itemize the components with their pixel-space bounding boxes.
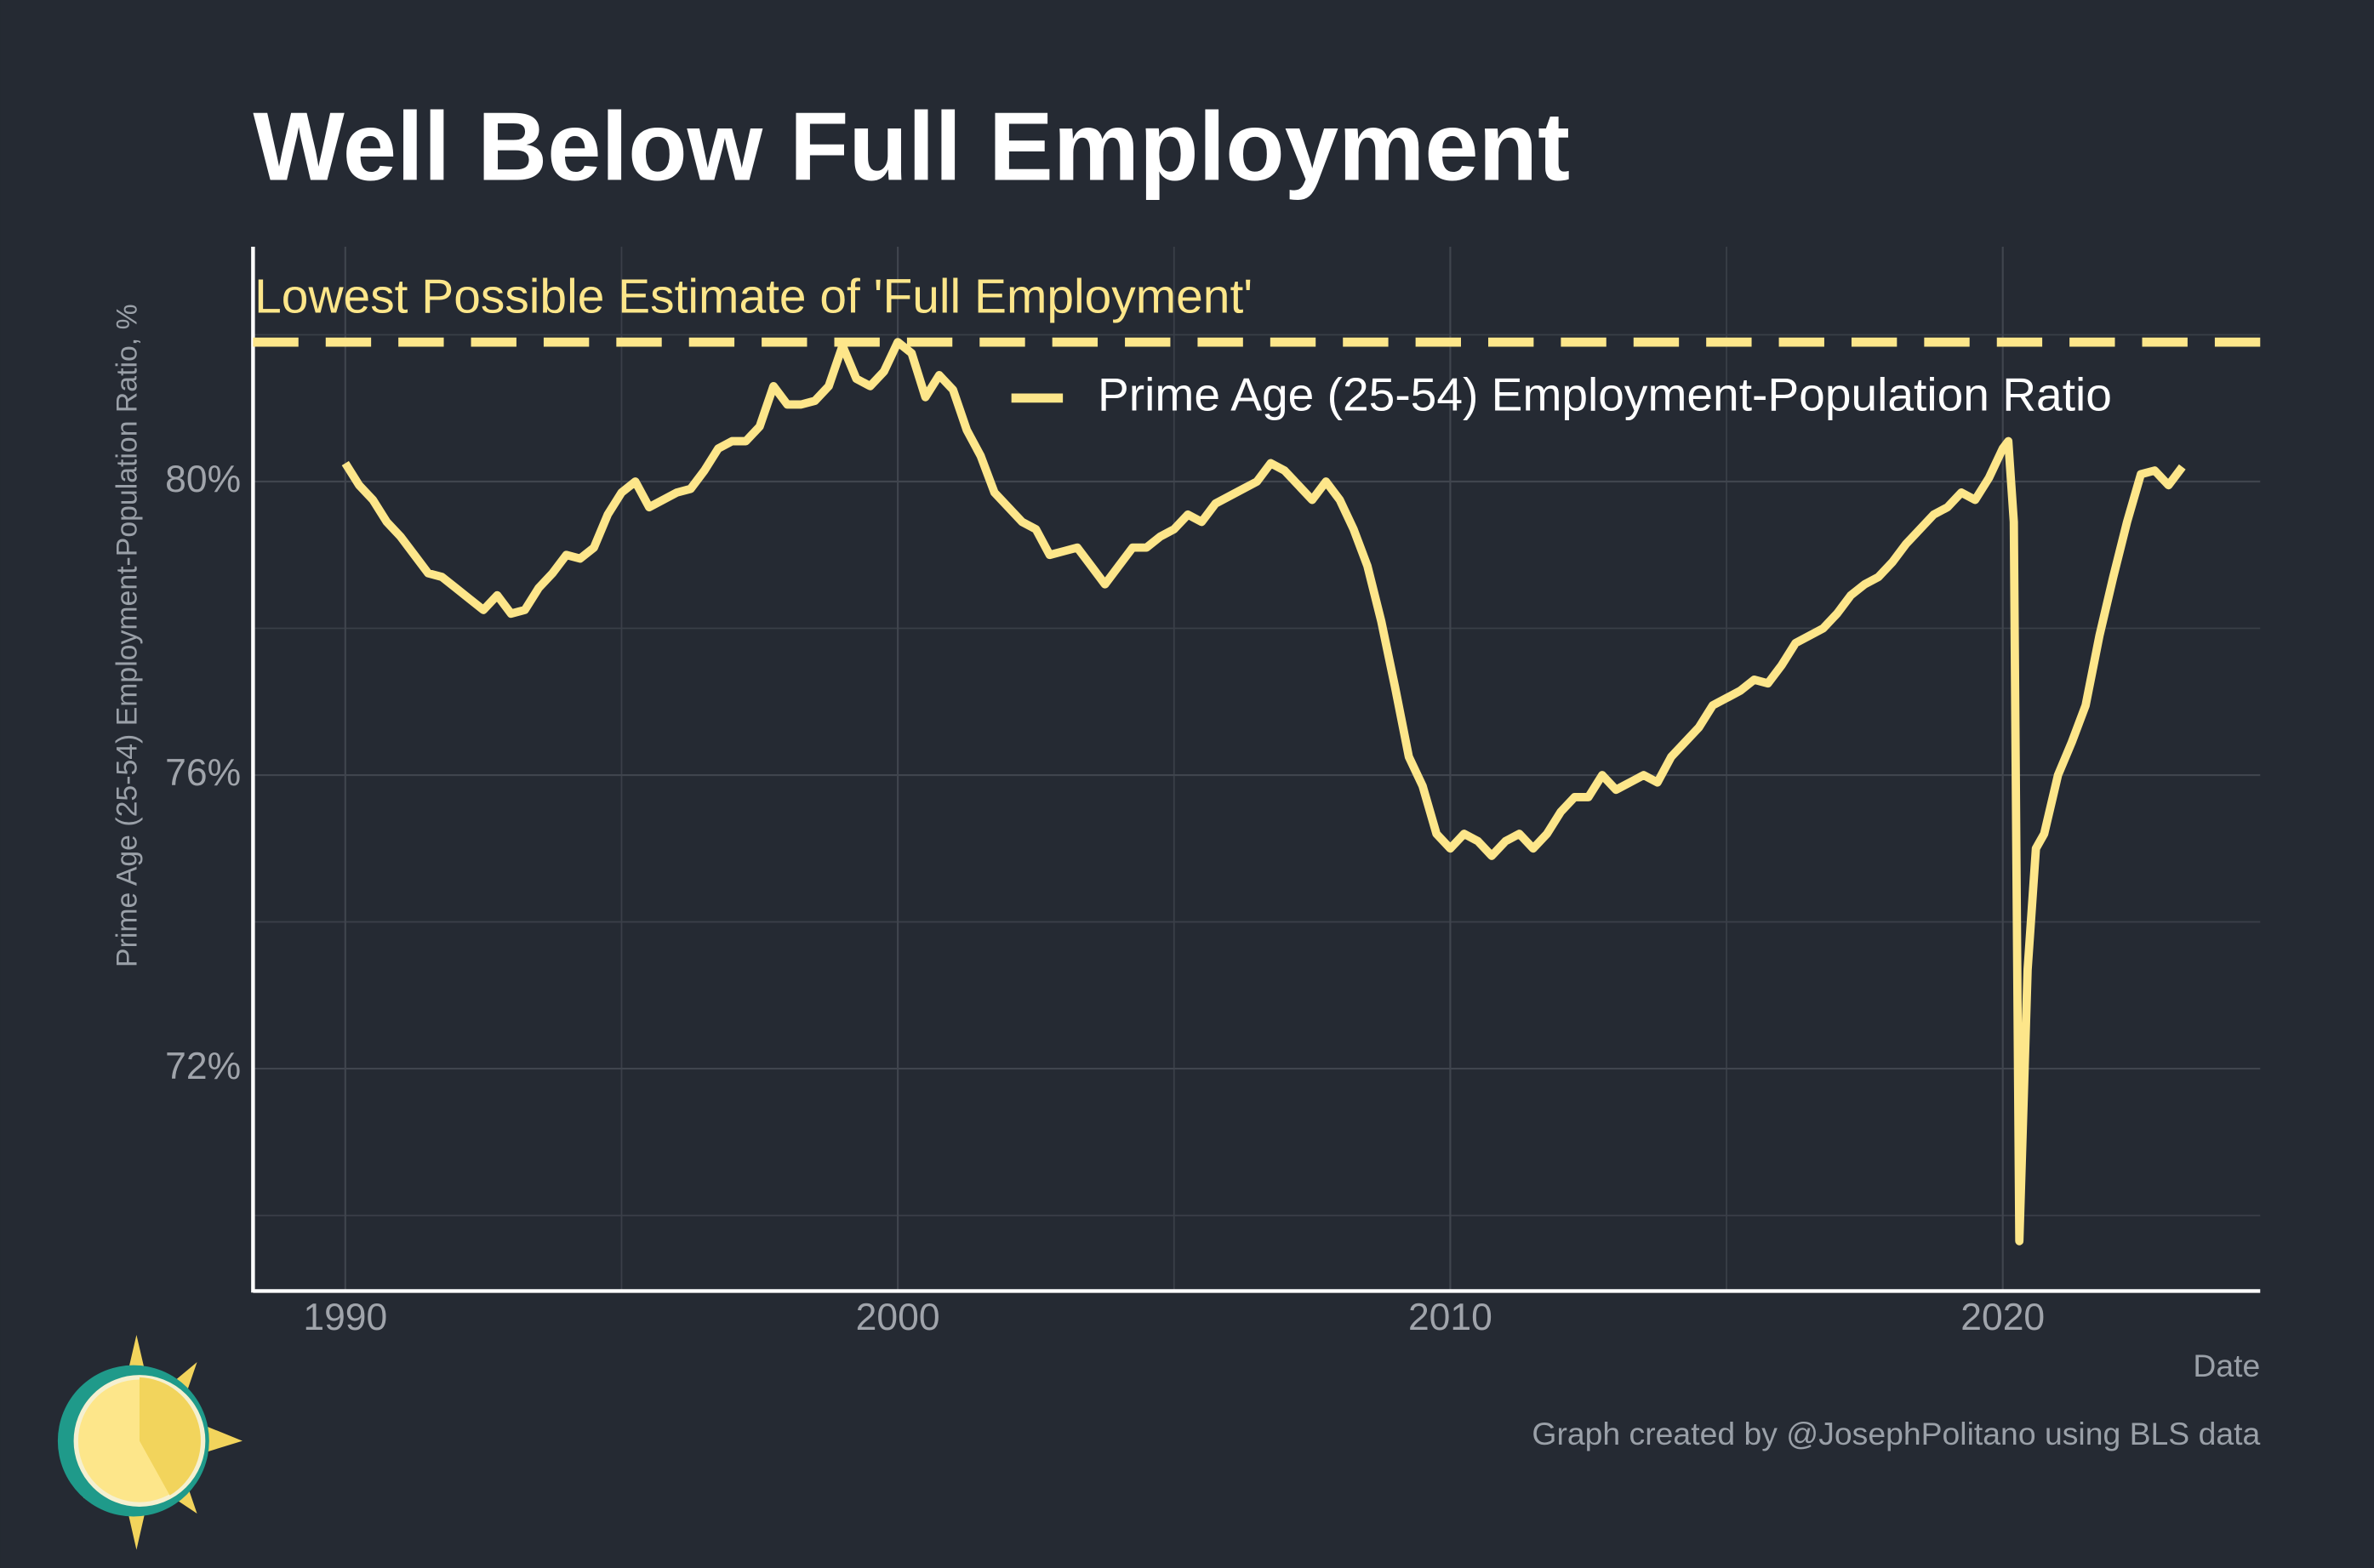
data-line [341, 338, 2186, 1246]
reference-label: Lowest Possible Estimate of 'Full Employ… [254, 269, 1253, 323]
legend-label: Prime Age (25-54) Employment-Population … [1098, 368, 2112, 420]
y-axis-label: Prime Age (25-54) Employment-Population … [111, 304, 143, 967]
x-tick-label: 2010 [1408, 1297, 1492, 1338]
y-tick-label: 76% [165, 752, 241, 794]
chart-title: Well Below Full Employment [253, 94, 1570, 202]
y-tick-label: 80% [165, 459, 241, 500]
x-tick-label: 1990 [303, 1297, 387, 1338]
logo-shade [139, 1377, 201, 1496]
logo [57, 1335, 243, 1550]
x-tick-label: 2000 [856, 1297, 940, 1338]
x-axis-label: Date [2193, 1348, 2260, 1383]
x-tick-label: 2020 [1960, 1297, 2045, 1338]
plot-area: 72% 76% 80% 1990 2000 2010 2020 Lowest Possible… [165, 246, 2261, 1338]
caption: Graph created by @JosephPolitano using B… [1532, 1416, 2260, 1451]
y-tick-label: 72% [165, 1046, 241, 1087]
